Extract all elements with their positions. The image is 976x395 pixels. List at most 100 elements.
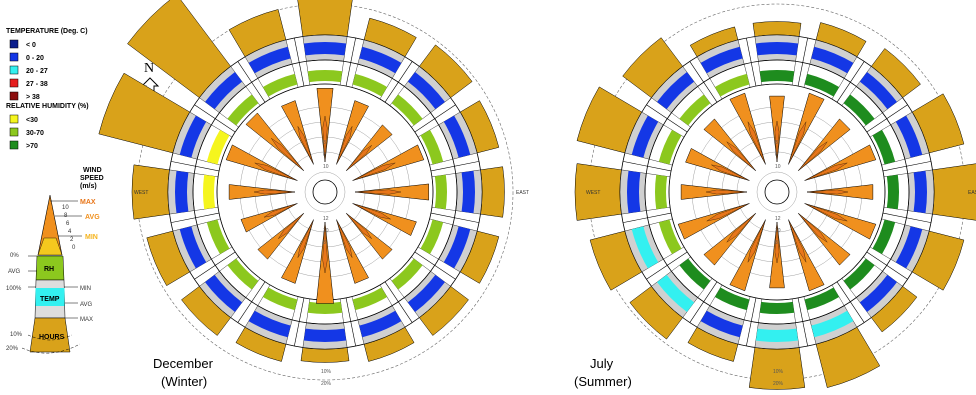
wind-ring-tick: 12	[775, 216, 781, 222]
temperature-bar	[179, 226, 207, 269]
wind-petal-avg	[346, 145, 372, 171]
wind-petal-avg	[726, 213, 756, 243]
sector-divider	[237, 281, 266, 323]
wind-petal-avg	[798, 141, 828, 171]
temperature-bar	[811, 46, 854, 74]
wind-petal-avg	[352, 203, 391, 220]
wind-rose-july: 8 6 10 12 10 8 WEST EAST 10% 20%	[574, 3, 976, 390]
wind-petal-avg	[322, 221, 328, 274]
key-hours-10: 10%	[10, 332, 23, 338]
key-hours-20: 20%	[6, 346, 19, 352]
wind-petal-avg	[774, 120, 780, 163]
temperature-bar	[179, 115, 207, 158]
temperature-legend: TEMPERATURE (Deg. C) < 0 0 - 20 20 - 27 27 …	[6, 28, 89, 150]
temperature-bar	[700, 46, 743, 74]
temperature-bar	[359, 310, 402, 338]
caption-july-title: July	[590, 356, 614, 371]
key-max-label: MAX	[80, 199, 96, 206]
key-speed-tick: 10	[62, 205, 69, 211]
sector-divider	[170, 212, 220, 223]
temperature-bar	[859, 72, 897, 110]
humidity-bar	[658, 129, 682, 165]
key-hours-band	[29, 317, 71, 353]
temperature-legend-label: 20 - 27	[26, 68, 48, 75]
temperature-bar	[811, 310, 854, 338]
humidity-bar	[262, 73, 298, 97]
wind-petal-avg	[774, 221, 780, 264]
wind-petal-avg	[705, 189, 748, 195]
wind-petal-avg	[322, 115, 328, 163]
humidity-bar	[843, 258, 875, 290]
humidity-bar	[434, 174, 448, 210]
wind-ring-tick: 6	[323, 152, 326, 158]
wind-ring-tick: 6	[775, 152, 778, 158]
wind-petal-avg	[804, 203, 848, 222]
key-speed-tick: 2	[70, 237, 74, 243]
sector-divider	[622, 212, 672, 223]
humidity-bar	[679, 94, 711, 126]
temperature-bar	[859, 274, 897, 312]
hours-ring-10-label: 10%	[321, 369, 332, 375]
humidity-bar	[352, 73, 388, 97]
hours-petal	[297, 0, 353, 37]
north-label: N	[144, 61, 154, 76]
wind-petal-avg	[297, 126, 314, 165]
sector-divider	[646, 251, 688, 280]
wind-ring-tick: 10	[775, 228, 781, 234]
key-wind-min-petal	[37, 237, 63, 256]
wind-ring-tick: 8	[775, 240, 778, 246]
humidity-swatch	[9, 127, 19, 137]
temperature-bar	[175, 170, 189, 214]
humidity-legend-label: <30	[26, 117, 38, 124]
temperature-bar	[755, 42, 799, 56]
wind-ring-tick: 10	[323, 164, 329, 170]
humidity-bar	[759, 70, 795, 83]
temperature-bar	[359, 46, 402, 74]
direction-east-label: EAST	[968, 190, 976, 196]
hours-petal	[300, 347, 350, 363]
sector-divider	[836, 281, 865, 323]
wind-petal-avg	[352, 162, 396, 181]
humidity-bar	[227, 258, 259, 290]
temperature-bar	[248, 310, 291, 338]
humidity-legend-title: RELATIVE HUMIDITY (%)	[6, 103, 89, 110]
sector-divider	[345, 37, 356, 87]
sector-divider	[646, 104, 688, 133]
direction-west-label: WEST	[134, 190, 148, 196]
temperature-legend-label: > 38	[26, 94, 40, 101]
wind-petal-avg	[798, 213, 828, 243]
humidity-bar	[843, 94, 875, 126]
sector-divider	[294, 37, 305, 87]
temperature-bar	[443, 115, 471, 158]
wind-petal-avg	[271, 138, 304, 171]
wind-ring-tick: 8	[323, 140, 326, 146]
humidity-legend-label: 30-70	[26, 130, 44, 137]
hours-petal	[752, 21, 802, 37]
sector-divider	[414, 104, 456, 133]
sector-divider	[746, 37, 757, 87]
key-rh-bottom: 100%	[6, 286, 22, 292]
temperature-bar	[895, 115, 923, 158]
humidity-bar	[804, 73, 840, 97]
temperature-ring	[644, 59, 910, 325]
sector-divider	[384, 61, 413, 103]
sector-divider	[866, 104, 908, 133]
temperature-bar	[895, 226, 923, 269]
humidity-bar	[654, 174, 668, 210]
humidity-bar	[420, 129, 444, 165]
caption-december-subtitle: (Winter)	[161, 374, 207, 389]
sector-divider	[170, 161, 220, 172]
temperature-bar	[303, 328, 347, 342]
key-temp-label: TEMP	[40, 296, 60, 303]
sector-divider	[194, 104, 236, 133]
sector-divider	[689, 61, 718, 103]
wind-petal-avg	[788, 219, 807, 263]
key-min-label: MIN	[85, 234, 98, 241]
wind-ring-tick: 10	[775, 164, 781, 170]
temperature-ring	[192, 59, 458, 325]
key-rh-avg: AVG	[8, 269, 21, 275]
hours-ring-20-label: 20%	[773, 381, 784, 387]
temperature-legend-label: 0 - 20	[26, 55, 44, 62]
